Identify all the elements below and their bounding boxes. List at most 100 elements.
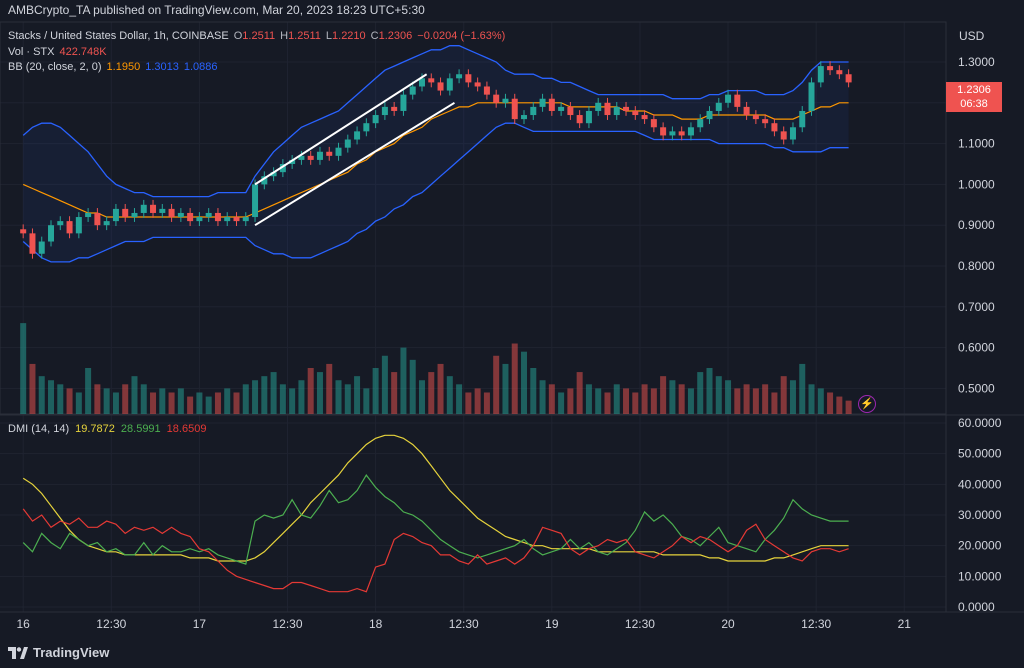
volume-bar: [224, 388, 231, 414]
candle-body: [483, 86, 490, 95]
candle-body: [418, 78, 425, 87]
volume-bar: [122, 384, 129, 414]
volume-bar: [762, 384, 769, 414]
candle-body: [279, 164, 286, 173]
candle-body: [29, 233, 36, 254]
volume-bar: [289, 388, 296, 414]
volume-bar: [669, 380, 676, 414]
volume-bar: [576, 372, 583, 414]
bb-label[interactable]: BB (20, close, 2, 0): [8, 61, 102, 73]
volume-bar: [381, 355, 388, 414]
bolt-icon[interactable]: ⚡: [858, 395, 876, 413]
candle-body: [316, 151, 323, 160]
candle-body: [799, 110, 806, 128]
volume-bar: [687, 388, 694, 414]
volume-bar: [530, 368, 537, 414]
candle-body: [289, 159, 296, 164]
volume-bar: [103, 388, 110, 414]
volume-bar: [715, 376, 722, 414]
volume-bar: [483, 392, 490, 414]
adx-value: 19.7872: [75, 423, 115, 435]
channel-lower-line: [254, 101, 455, 227]
price-tick-label: 0.7000: [958, 300, 995, 314]
volume-bar: [66, 388, 73, 414]
channel-upper-line: [254, 73, 428, 186]
bb-lower-value: 1.0886: [183, 61, 218, 73]
candle-body: [706, 110, 713, 120]
candle-body: [57, 221, 64, 226]
volume-bar: [20, 323, 27, 414]
volume-bar: [279, 384, 286, 414]
currency-label[interactable]: USD: [959, 29, 985, 43]
candle-body: [752, 115, 759, 120]
candle-body: [743, 106, 750, 116]
volume-bar: [409, 359, 416, 414]
volume-bar: [632, 392, 639, 414]
candle-body: [233, 217, 240, 222]
candle-body: [836, 70, 843, 75]
tradingview-logo[interactable]: TradingView: [8, 645, 109, 660]
price-tick-label: 0.5000: [958, 381, 995, 395]
dmi-tick-label: 0.0000: [958, 600, 995, 614]
dmi-tick-label: 20.0000: [958, 539, 1002, 553]
volume-bar: [725, 380, 732, 414]
time-tick-label: 17: [193, 617, 207, 631]
candle-body: [381, 106, 388, 116]
candle-body: [75, 217, 82, 234]
candle-body: [817, 66, 824, 83]
volume-bar: [38, 376, 45, 414]
volume-bar: [641, 384, 648, 414]
candle-body: [159, 208, 166, 213]
candle-body: [493, 94, 500, 103]
volume-bar: [372, 368, 379, 414]
volume-bar: [85, 368, 92, 414]
volume-bar: [752, 388, 759, 414]
candle-body: [567, 106, 574, 116]
dmi-lines: [22, 434, 849, 593]
dmi-label[interactable]: DMI (14, 14): [8, 423, 70, 435]
candle-body: [734, 94, 741, 107]
candle-body: [613, 106, 620, 116]
candle-body: [660, 127, 667, 136]
volume-bar: [187, 396, 194, 414]
candle-body: [576, 115, 583, 124]
bb-basis-value: 1.1950: [106, 61, 141, 73]
price-tick-label: 0.8000: [958, 259, 995, 273]
candle-body: [85, 212, 92, 218]
symbol-title[interactable]: Stacks / United States Dollar, 1h, COINB…: [8, 30, 229, 42]
candle-body: [66, 221, 73, 234]
volume-bar: [233, 392, 240, 414]
main-legend: Stacks / United States Dollar, 1h, COINB…: [8, 29, 505, 76]
time-tick-label: 12:30: [801, 617, 831, 631]
volume-bar: [623, 388, 630, 414]
candle-body: [437, 82, 444, 91]
candle-body: [428, 78, 435, 83]
candle-body: [585, 110, 592, 124]
candle-body: [465, 74, 472, 83]
candle-body: [641, 115, 648, 120]
time-tick-label: 12:30: [449, 617, 479, 631]
candle-body: [474, 82, 481, 87]
candle-body: [224, 217, 231, 222]
price-tick-label: 1.1000: [958, 137, 995, 151]
volume-bar: [94, 384, 101, 414]
volume-bar: [252, 380, 259, 414]
candle-body: [214, 212, 221, 222]
volume-bar: [205, 396, 212, 414]
price-grid: [0, 22, 946, 612]
volume-bar: [326, 363, 333, 414]
volume-bar: [57, 384, 64, 414]
candle-body: [261, 176, 268, 185]
candle-body: [697, 119, 704, 128]
last-price-tag: 1.2306 06:38: [946, 82, 1002, 112]
volume-bar: [316, 372, 323, 414]
volume-bar: [159, 388, 166, 414]
candle-body: [845, 74, 852, 83]
volume-label[interactable]: Vol · STX: [8, 45, 55, 58]
volume-bar: [446, 376, 453, 414]
dmi-tick-label: 60.0000: [958, 416, 1002, 430]
volume-bar: [465, 392, 472, 414]
candle-body: [409, 86, 416, 95]
ohlc-open: O1.2511: [233, 30, 276, 42]
volume-bar: [799, 363, 806, 414]
